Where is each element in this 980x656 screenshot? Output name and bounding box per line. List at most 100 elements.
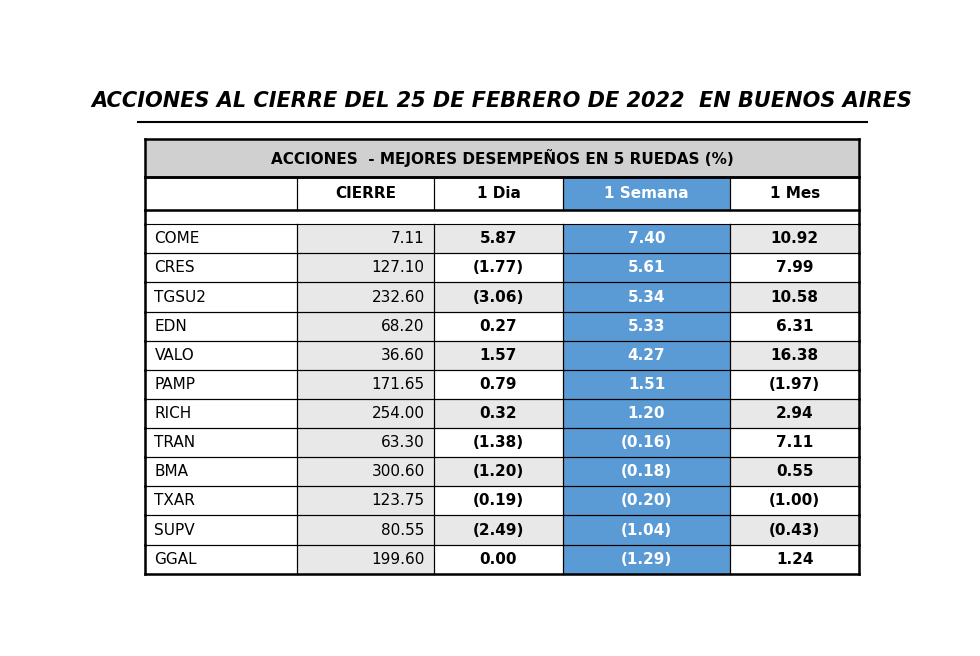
- Bar: [434, 457, 563, 486]
- Text: (1.00): (1.00): [769, 493, 820, 508]
- Text: 6.31: 6.31: [776, 319, 813, 334]
- Bar: [730, 457, 859, 486]
- Text: 1.57: 1.57: [480, 348, 517, 363]
- Bar: [145, 340, 297, 370]
- Bar: [434, 544, 563, 574]
- Bar: [730, 283, 859, 312]
- Text: VALO: VALO: [155, 348, 194, 363]
- Text: TRAN: TRAN: [155, 435, 196, 450]
- Bar: [730, 224, 859, 253]
- Text: 1 Dia: 1 Dia: [476, 186, 520, 201]
- Text: 123.75: 123.75: [371, 493, 424, 508]
- Text: 10.92: 10.92: [770, 232, 818, 246]
- Text: 68.20: 68.20: [381, 319, 424, 334]
- Text: 1 Semana: 1 Semana: [605, 186, 689, 201]
- Text: 0.32: 0.32: [479, 406, 517, 421]
- Text: ACCIONES  - MEJORES DESEMPEÑOS EN 5 RUEDAS (%): ACCIONES - MEJORES DESEMPEÑOS EN 5 RUEDA…: [270, 150, 734, 167]
- Text: 80.55: 80.55: [381, 523, 424, 537]
- Bar: [563, 177, 730, 210]
- Bar: [563, 428, 730, 457]
- Text: 1.20: 1.20: [628, 406, 665, 421]
- Bar: [297, 486, 434, 516]
- Bar: [730, 486, 859, 516]
- Text: 127.10: 127.10: [371, 260, 424, 276]
- Bar: [730, 370, 859, 399]
- Text: 5.61: 5.61: [628, 260, 665, 276]
- Text: (0.20): (0.20): [621, 493, 672, 508]
- Bar: [730, 399, 859, 428]
- Bar: [145, 370, 297, 399]
- Bar: [145, 139, 859, 177]
- Text: (2.49): (2.49): [472, 523, 524, 537]
- Bar: [145, 253, 297, 283]
- Bar: [145, 516, 297, 544]
- Bar: [297, 177, 434, 210]
- Bar: [434, 399, 563, 428]
- Text: 300.60: 300.60: [371, 464, 424, 480]
- Text: 7.40: 7.40: [628, 232, 665, 246]
- Text: 10.58: 10.58: [770, 289, 818, 304]
- Bar: [434, 312, 563, 340]
- Text: 16.38: 16.38: [770, 348, 818, 363]
- Text: 1.51: 1.51: [628, 377, 665, 392]
- Bar: [145, 283, 297, 312]
- Bar: [297, 516, 434, 544]
- Bar: [145, 312, 297, 340]
- Text: 36.60: 36.60: [381, 348, 424, 363]
- Text: 63.30: 63.30: [381, 435, 424, 450]
- Bar: [563, 457, 730, 486]
- Bar: [563, 283, 730, 312]
- Text: CRES: CRES: [155, 260, 195, 276]
- Bar: [297, 253, 434, 283]
- Bar: [730, 312, 859, 340]
- Text: 0.79: 0.79: [479, 377, 517, 392]
- Text: 0.55: 0.55: [776, 464, 813, 480]
- Bar: [434, 428, 563, 457]
- Text: 7.11: 7.11: [776, 435, 813, 450]
- Bar: [563, 486, 730, 516]
- Bar: [563, 253, 730, 283]
- Text: GGAL: GGAL: [155, 552, 197, 567]
- Bar: [730, 253, 859, 283]
- Text: 5.34: 5.34: [628, 289, 665, 304]
- Text: TGSU2: TGSU2: [155, 289, 206, 304]
- Text: (1.20): (1.20): [472, 464, 524, 480]
- Text: COME: COME: [155, 232, 200, 246]
- Text: CIERRE: CIERRE: [335, 186, 396, 201]
- Bar: [434, 340, 563, 370]
- Text: PAMP: PAMP: [155, 377, 195, 392]
- Bar: [563, 224, 730, 253]
- Bar: [297, 283, 434, 312]
- Text: (1.77): (1.77): [473, 260, 524, 276]
- Bar: [563, 399, 730, 428]
- Text: 1 Mes: 1 Mes: [769, 186, 820, 201]
- Text: (0.18): (0.18): [621, 464, 672, 480]
- Text: ACCIONES AL CIERRE DEL 25 DE FEBRERO DE 2022  EN BUENOS AIRES: ACCIONES AL CIERRE DEL 25 DE FEBRERO DE …: [92, 91, 912, 112]
- Text: RICH: RICH: [155, 406, 192, 421]
- Text: 7.11: 7.11: [391, 232, 424, 246]
- Text: 1.24: 1.24: [776, 552, 813, 567]
- Text: (1.38): (1.38): [473, 435, 524, 450]
- Bar: [297, 340, 434, 370]
- Text: (1.29): (1.29): [621, 552, 672, 567]
- Bar: [434, 486, 563, 516]
- Bar: [145, 486, 297, 516]
- Text: 254.00: 254.00: [371, 406, 424, 421]
- Text: 232.60: 232.60: [371, 289, 424, 304]
- Bar: [730, 340, 859, 370]
- Bar: [434, 224, 563, 253]
- Text: BMA: BMA: [155, 464, 188, 480]
- Bar: [145, 457, 297, 486]
- Text: 171.65: 171.65: [371, 377, 424, 392]
- Bar: [145, 177, 297, 210]
- Bar: [297, 224, 434, 253]
- Bar: [145, 428, 297, 457]
- Bar: [434, 370, 563, 399]
- Bar: [730, 544, 859, 574]
- Bar: [297, 312, 434, 340]
- Bar: [563, 544, 730, 574]
- Bar: [297, 428, 434, 457]
- Bar: [563, 312, 730, 340]
- Text: (3.06): (3.06): [472, 289, 524, 304]
- Bar: [297, 399, 434, 428]
